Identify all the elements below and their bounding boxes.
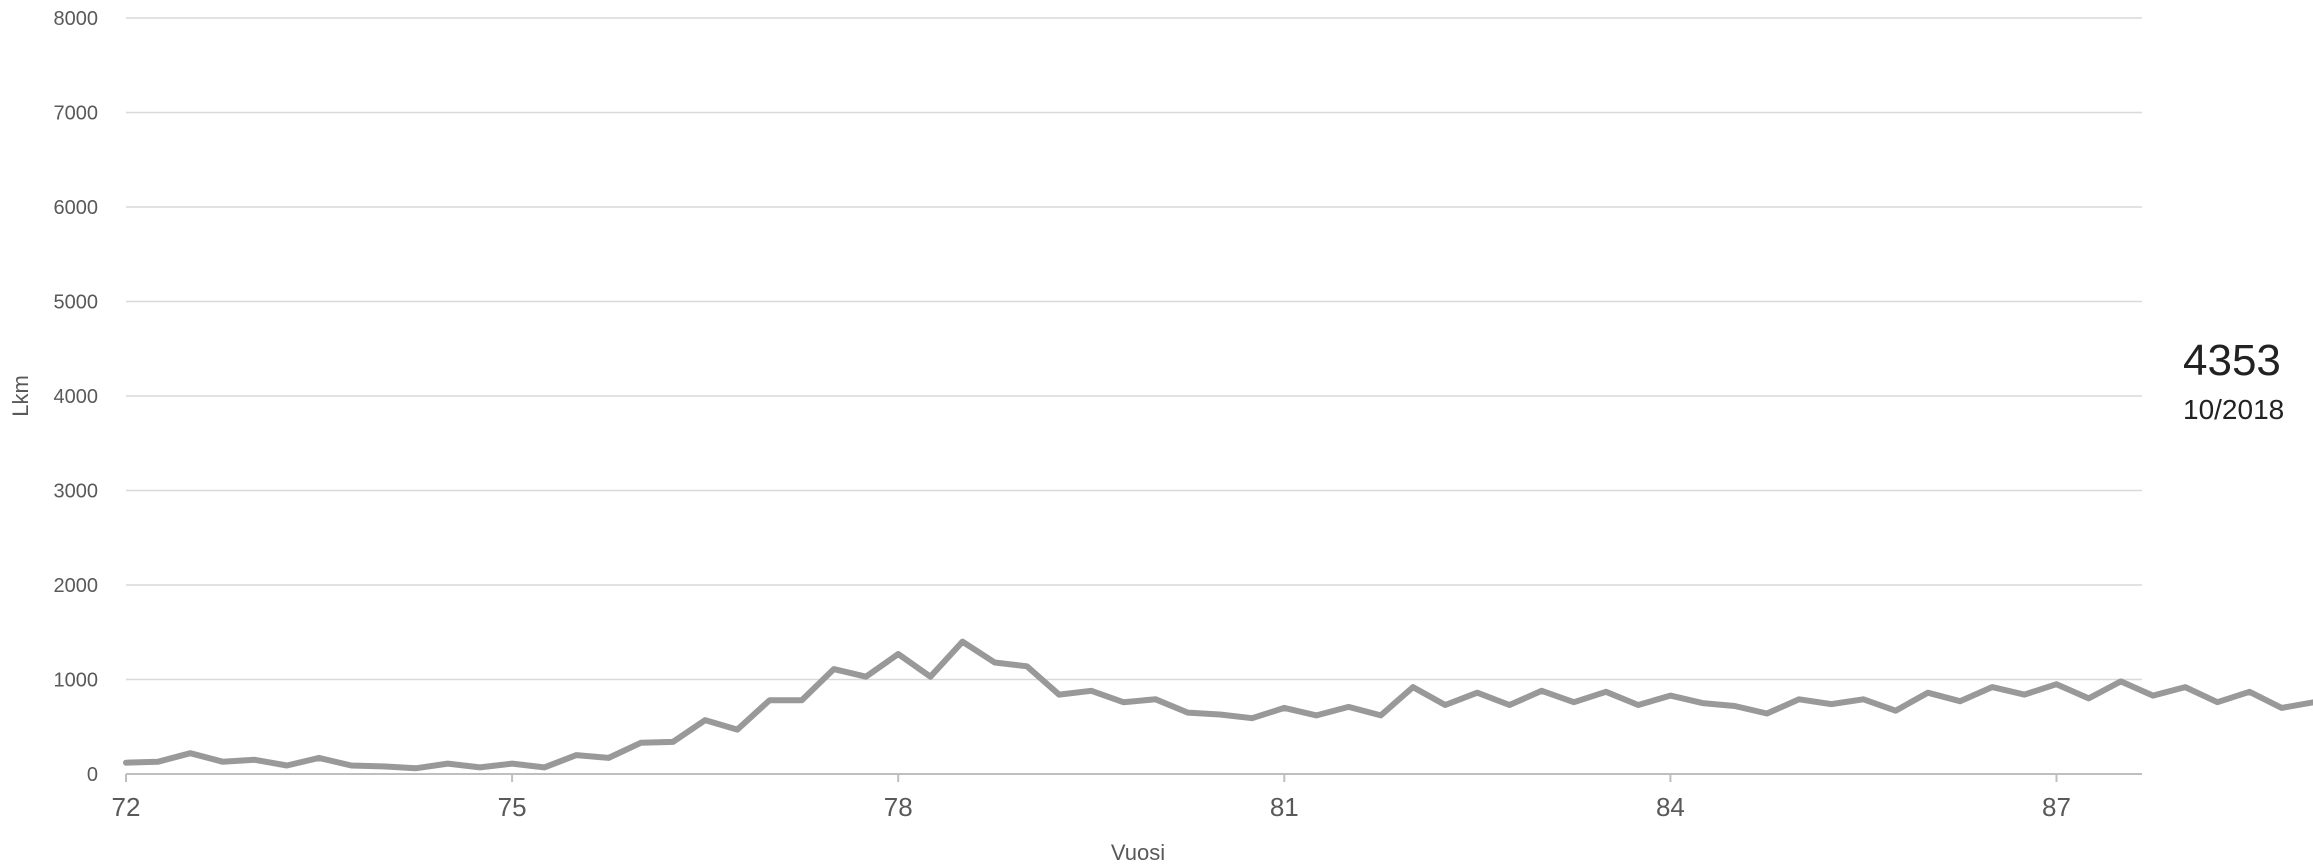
y-tick-label: 6000 — [54, 197, 99, 219]
x-tick-label: 72 — [112, 792, 141, 822]
x-tick-label: 78 — [884, 792, 913, 822]
x-tick-label: 75 — [498, 792, 527, 822]
y-tick-label: 4000 — [54, 386, 99, 408]
y-axis-title: Lkm — [8, 375, 33, 417]
x-tick-label: 81 — [1270, 792, 1299, 822]
x-axis-ticks: 72757881848790939699020508111417 — [112, 774, 2071, 822]
gridlines — [126, 17, 2142, 681]
y-tick-label: 1000 — [54, 670, 99, 692]
y-tick-label: 3000 — [54, 481, 99, 503]
y-axis-ticks: 0 1000 2000 3000 4000 5000 6000 7000 8000 — [54, 8, 99, 786]
y-tick-label: 8000 — [54, 8, 99, 30]
y-tick-label: 5000 — [54, 292, 99, 314]
y-tick-label: 2000 — [54, 575, 99, 597]
x-tick-label: 87 — [2042, 792, 2071, 822]
y-tick-label: 7000 — [54, 103, 99, 125]
latest-value-label: 4353 — [2183, 336, 2281, 385]
latest-date-label: 10/2018 — [2183, 394, 2285, 425]
series-line — [123, 638, 2313, 772]
y-tick-label: 0 — [87, 764, 98, 786]
x-axis-title: Vuosi — [1111, 840, 1165, 865]
x-tick-label: 84 — [1656, 792, 1685, 822]
